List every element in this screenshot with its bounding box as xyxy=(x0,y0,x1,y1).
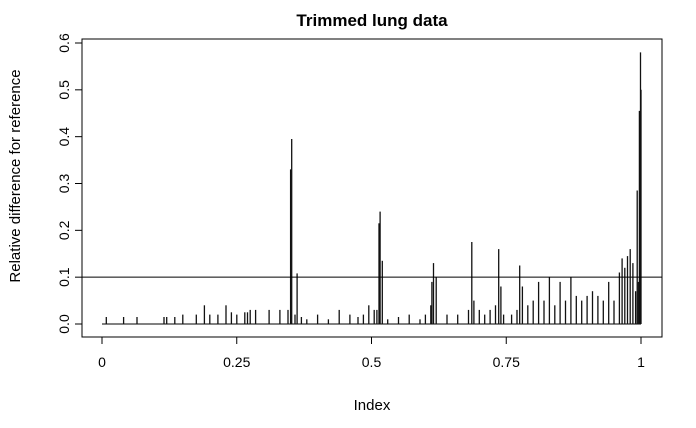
x-tick-label: 0.5 xyxy=(362,354,382,370)
y-tick-label: 0.2 xyxy=(56,220,72,240)
y-tick-label: 0.0 xyxy=(56,314,72,334)
x-axis-label: Index xyxy=(354,397,391,414)
x-tick-label: 0.25 xyxy=(223,354,250,370)
y-tick-label: 0.4 xyxy=(56,127,72,147)
x-tick-label: 0.75 xyxy=(493,354,520,370)
y-axis: 0.0 0.1 0.2 0.3 0.4 0.5 0.6 xyxy=(56,33,83,334)
y-tick-label: 0.6 xyxy=(56,33,72,53)
chart-title: Trimmed lung data xyxy=(296,11,448,30)
bars-group xyxy=(102,52,642,325)
x-axis: 0 0.25 0.5 0.75 1 xyxy=(98,336,645,370)
y-tick-label: 0.5 xyxy=(56,80,72,100)
x-tick-label: 0 xyxy=(98,354,106,370)
x-tick-label: 1 xyxy=(637,354,645,370)
y-tick-label: 0.3 xyxy=(56,174,72,194)
y-tick-label: 0.1 xyxy=(56,267,72,287)
y-axis-label: Relative difference for reference xyxy=(7,69,24,282)
